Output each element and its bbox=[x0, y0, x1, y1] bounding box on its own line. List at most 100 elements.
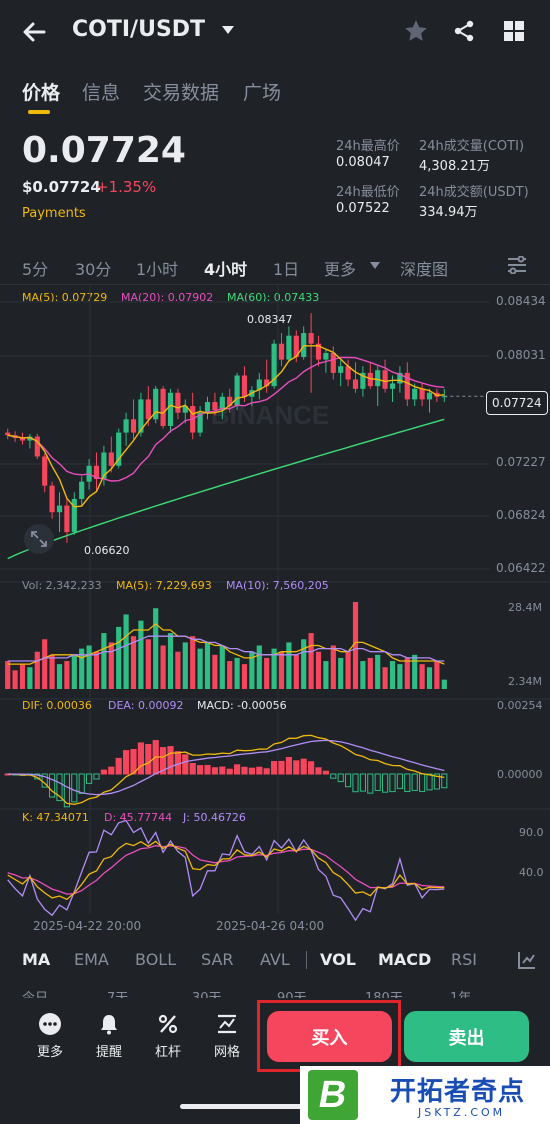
candle-body bbox=[419, 388, 425, 400]
volume-bar bbox=[71, 654, 77, 689]
volume-value: 4,308.21万 bbox=[419, 159, 490, 174]
period-90d[interactable]: 90天 bbox=[277, 987, 307, 998]
macd-histogram-bar bbox=[167, 746, 174, 775]
candle-body bbox=[271, 343, 277, 387]
candle-body bbox=[367, 372, 373, 387]
pair-title[interactable]: COTI/USDT bbox=[72, 17, 206, 42]
period-today[interactable]: 今日 bbox=[22, 987, 48, 998]
timeframe-1d[interactable]: 1日 bbox=[273, 260, 300, 279]
macd-histogram-bar bbox=[63, 773, 70, 808]
chart-settings-button[interactable] bbox=[507, 255, 527, 278]
timeframe-1h[interactable]: 1小时 bbox=[136, 260, 179, 279]
home-indicator bbox=[180, 1104, 370, 1109]
kdj-d-legend: D: 45.77744 bbox=[104, 811, 173, 824]
volume-legend: Vol: 2,342,233 bbox=[22, 579, 102, 592]
period-7d[interactable]: 7天 bbox=[107, 987, 128, 998]
alert-button[interactable]: 提醒 bbox=[84, 1013, 134, 1060]
macd-histogram-bar bbox=[359, 773, 366, 792]
indicator-sar[interactable]: SAR bbox=[201, 950, 234, 969]
candle-body bbox=[71, 498, 77, 533]
macd-histogram-bar bbox=[263, 768, 270, 775]
macd-histogram-bar bbox=[337, 773, 344, 783]
volume-bar bbox=[123, 614, 129, 689]
macd-histogram-bar bbox=[130, 748, 137, 775]
candle-body bbox=[286, 335, 292, 360]
candle-body bbox=[160, 388, 166, 426]
macd-histogram-bar bbox=[322, 770, 329, 775]
grid-trading-button[interactable]: 网格 bbox=[202, 1013, 252, 1060]
amount-label: 24h成交额(USDT) bbox=[419, 185, 529, 200]
price-change: +1.35% bbox=[96, 178, 157, 196]
candle-body bbox=[345, 366, 351, 380]
volume-bar bbox=[79, 648, 85, 689]
period-30d[interactable]: 30天 bbox=[192, 987, 222, 998]
volume-bar bbox=[19, 664, 26, 689]
indicator-ma[interactable]: MA bbox=[22, 950, 51, 969]
period-180d[interactable]: 180天 bbox=[365, 987, 403, 998]
volume-bar bbox=[256, 645, 262, 689]
pair-dropdown-icon[interactable] bbox=[222, 26, 234, 34]
candle-body bbox=[212, 402, 218, 411]
candle-body bbox=[101, 452, 107, 480]
tab-trading-data[interactable]: 交易数据 bbox=[143, 82, 220, 104]
leverage-button[interactable]: 杠杆 bbox=[143, 1013, 193, 1060]
candle-body bbox=[138, 399, 144, 433]
indicator-rsi[interactable]: RSI bbox=[451, 950, 477, 969]
candle-body bbox=[167, 392, 174, 426]
macd-histogram-bar bbox=[189, 762, 196, 775]
volume-bar bbox=[234, 657, 240, 689]
indicator-vol[interactable]: VOL bbox=[320, 950, 356, 969]
alert-label: 提醒 bbox=[95, 1045, 122, 1060]
volume-bar bbox=[360, 661, 366, 689]
period-1y[interactable]: 1年 bbox=[450, 987, 471, 998]
candle-body bbox=[293, 335, 299, 357]
depth-chart-tab[interactable]: 深度图 bbox=[400, 260, 449, 279]
grid-icon bbox=[504, 21, 524, 41]
more-button[interactable]: 更多 bbox=[25, 1013, 75, 1060]
tab-price[interactable]: 价格 bbox=[22, 82, 61, 104]
sell-button[interactable]: 卖出 bbox=[404, 1011, 529, 1062]
tab-info[interactable]: 信息 bbox=[82, 82, 121, 104]
volume-bar bbox=[404, 657, 410, 689]
buy-button[interactable]: 买入 bbox=[267, 1011, 392, 1062]
candle-body bbox=[323, 352, 329, 360]
layout-button[interactable] bbox=[503, 20, 525, 46]
volume-bar bbox=[241, 664, 248, 689]
volume-bar bbox=[145, 639, 151, 689]
expand-icon bbox=[31, 531, 47, 547]
leverage-label: 杠杆 bbox=[154, 1045, 181, 1060]
volume-ma10-line bbox=[7, 635, 445, 662]
back-button[interactable] bbox=[20, 18, 50, 46]
high-price-mark: 0.08347 bbox=[247, 313, 293, 326]
volume-label: 24h成交量(COTI) bbox=[419, 139, 525, 154]
time-axis-label: 2025-04-26 04:00 bbox=[216, 919, 325, 933]
macd-axis-label: 0.00254 bbox=[497, 699, 543, 712]
current-price-tag[interactable] bbox=[486, 391, 548, 415]
candlestick-chart[interactable]: BINANCE bbox=[0, 284, 550, 944]
macd-histogram-bar bbox=[382, 773, 389, 793]
indicator-ema[interactable]: EMA bbox=[74, 950, 109, 969]
high-label: 24h最高价 bbox=[336, 139, 400, 154]
indicator-avl[interactable]: AVL bbox=[260, 950, 290, 969]
tab-square[interactable]: 广场 bbox=[243, 82, 282, 104]
macd-histogram-bar bbox=[174, 751, 181, 775]
indicator-settings-button[interactable] bbox=[517, 950, 537, 974]
volume-bar bbox=[419, 664, 425, 689]
timeframe-more[interactable]: 更多 bbox=[324, 260, 357, 279]
payments-link[interactable]: Payments bbox=[22, 206, 86, 221]
timeframe-30m[interactable]: 30分 bbox=[75, 260, 112, 279]
candle-body bbox=[123, 419, 129, 433]
share-button[interactable] bbox=[452, 19, 476, 47]
favorite-button[interactable] bbox=[403, 18, 429, 48]
volume-bar bbox=[330, 645, 336, 689]
candle-body bbox=[219, 396, 225, 411]
indicator-boll[interactable]: BOLL bbox=[135, 950, 177, 969]
candle-body bbox=[108, 452, 114, 466]
amount-value: 334.94万 bbox=[419, 205, 478, 220]
timeframe-4h[interactable]: 4小时 bbox=[204, 260, 248, 279]
macd-histogram-bar bbox=[78, 773, 85, 794]
fullscreen-button[interactable] bbox=[24, 524, 54, 554]
indicator-macd[interactable]: MACD bbox=[378, 950, 432, 969]
more-dropdown-icon[interactable] bbox=[370, 262, 380, 269]
timeframe-5m[interactable]: 5分 bbox=[22, 260, 49, 279]
